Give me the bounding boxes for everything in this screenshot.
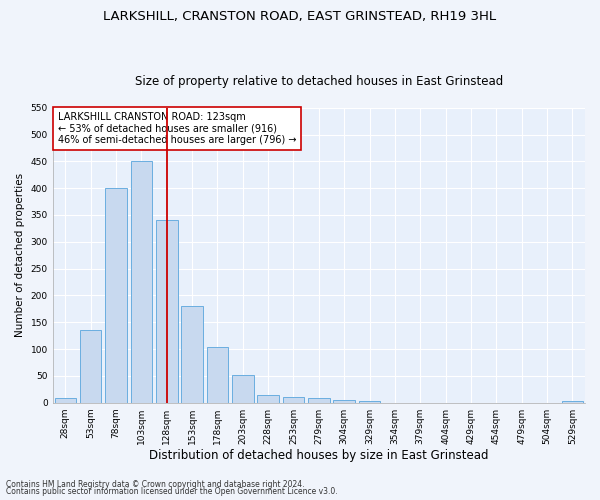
Bar	[359, 401, 380, 402]
Bar	[105, 188, 127, 402]
Bar	[562, 401, 583, 402]
Text: Contains HM Land Registry data © Crown copyright and database right 2024.: Contains HM Land Registry data © Crown c…	[6, 480, 305, 489]
Bar	[181, 306, 203, 402]
Bar	[257, 394, 279, 402]
Bar	[131, 162, 152, 402]
Bar	[55, 398, 76, 402]
Text: LARKSHILL CRANSTON ROAD: 123sqm
← 53% of detached houses are smaller (916)
46% o: LARKSHILL CRANSTON ROAD: 123sqm ← 53% of…	[58, 112, 296, 146]
Bar	[232, 375, 254, 402]
Text: LARKSHILL, CRANSTON ROAD, EAST GRINSTEAD, RH19 3HL: LARKSHILL, CRANSTON ROAD, EAST GRINSTEAD…	[103, 10, 497, 23]
Bar	[206, 348, 228, 403]
Title: Size of property relative to detached houses in East Grinstead: Size of property relative to detached ho…	[135, 76, 503, 88]
X-axis label: Distribution of detached houses by size in East Grinstead: Distribution of detached houses by size …	[149, 450, 488, 462]
Text: Contains public sector information licensed under the Open Government Licence v3: Contains public sector information licen…	[6, 488, 338, 496]
Bar	[156, 220, 178, 402]
Y-axis label: Number of detached properties: Number of detached properties	[15, 173, 25, 338]
Bar	[308, 398, 329, 402]
Bar	[283, 398, 304, 402]
Bar	[334, 400, 355, 402]
Bar	[80, 330, 101, 402]
